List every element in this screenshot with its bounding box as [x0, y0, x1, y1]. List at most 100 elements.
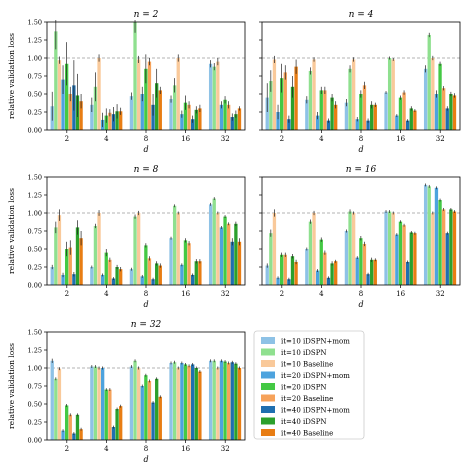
bar	[290, 86, 295, 130]
y-tick-label: 1.50	[28, 19, 42, 27]
bar	[187, 365, 191, 440]
bar	[334, 104, 338, 130]
bar	[402, 225, 406, 285]
legend-items: it=10 iDSPN+mom it=10 iDSPN it=10 Baseline…	[261, 337, 350, 438]
bar	[144, 375, 148, 440]
x-tick-label: 32	[221, 135, 230, 143]
bar	[75, 227, 80, 285]
bar	[115, 409, 119, 440]
bar	[108, 389, 112, 440]
bar	[194, 368, 198, 440]
bar	[237, 241, 242, 285]
x-tick-label: 32	[221, 290, 230, 298]
bar	[93, 86, 98, 130]
bar	[269, 81, 273, 130]
legend-swatch	[261, 406, 275, 413]
bar	[111, 427, 116, 440]
bar	[227, 104, 231, 130]
legend-swatch	[261, 417, 275, 425]
bar	[442, 209, 446, 285]
bar	[272, 59, 277, 130]
x-tick-label: 16	[181, 445, 190, 453]
bar	[97, 58, 101, 130]
bar	[155, 378, 159, 440]
bar	[133, 216, 137, 285]
bar	[147, 61, 152, 130]
bar	[402, 92, 406, 130]
bar	[398, 97, 403, 130]
bar	[351, 59, 356, 130]
bar	[151, 402, 155, 440]
bar	[294, 261, 298, 285]
bar	[212, 360, 216, 440]
x-tick-label: 4	[319, 135, 324, 143]
legend-label: it=20 Baseline	[281, 395, 333, 403]
y-tick-label: 0.00	[28, 282, 42, 290]
bar	[351, 213, 356, 285]
bar	[312, 213, 316, 285]
bar	[223, 99, 227, 130]
bar	[370, 259, 374, 285]
bar	[445, 233, 449, 285]
bar	[326, 277, 331, 285]
bar	[147, 380, 152, 440]
bar	[72, 274, 76, 285]
bar	[57, 368, 62, 440]
y-axis-label: relative validation loss	[7, 343, 16, 429]
bar	[93, 225, 98, 285]
bar	[75, 414, 80, 440]
y-tick-label: 1.00	[28, 55, 42, 63]
bar	[176, 213, 180, 285]
y-tick-label: 1.25	[28, 347, 42, 355]
bar	[312, 59, 316, 130]
bar	[169, 238, 173, 285]
bar	[366, 120, 370, 130]
x-tick-label: 4	[104, 445, 109, 453]
bar	[423, 68, 428, 130]
legend-frame	[253, 330, 365, 440]
y-tick-label: 1.25	[28, 37, 42, 45]
bar	[398, 221, 403, 285]
bar	[136, 213, 141, 285]
bar	[434, 94, 439, 130]
bar	[230, 117, 234, 130]
x-tick-label: 8	[144, 445, 148, 453]
legend-label: it=20 iDSPN	[281, 384, 327, 392]
bar	[287, 119, 291, 130]
bar	[54, 378, 58, 440]
y-tick-label: 0.75	[28, 228, 42, 236]
bar	[194, 109, 198, 130]
bar	[427, 186, 431, 285]
bar	[391, 59, 395, 130]
bar	[169, 99, 173, 130]
axes-frame	[46, 21, 246, 131]
subplot-title: n = 4	[349, 10, 374, 20]
x-tick-label: 16	[396, 290, 405, 298]
x-tick-label: 2	[65, 445, 69, 453]
bar	[366, 274, 370, 285]
y-tick-label: 0.25	[28, 264, 42, 272]
y-tick-label: 1.50	[28, 329, 42, 337]
bar	[308, 221, 313, 285]
bar	[119, 406, 123, 440]
bar	[208, 360, 213, 440]
bar	[140, 276, 144, 285]
bar	[158, 90, 162, 130]
x-tick-label: 2	[65, 290, 69, 298]
bar	[212, 66, 216, 130]
x-tick-label: 32	[221, 445, 230, 453]
bar	[208, 204, 213, 285]
bar	[230, 241, 234, 285]
y-tick-label: 1.25	[28, 192, 42, 200]
bar	[133, 22, 137, 130]
bar	[276, 277, 280, 285]
bar	[384, 92, 388, 130]
bar	[387, 211, 392, 285]
y-tick-label: 0.25	[28, 109, 42, 117]
legend-swatch	[261, 383, 275, 390]
axes-frame	[46, 331, 246, 441]
y-tick-label: 1.00	[28, 365, 42, 373]
bar	[119, 269, 123, 285]
x-tick-label: 16	[181, 135, 190, 143]
legend-label: it=40 iDSPN+mom	[281, 407, 350, 415]
